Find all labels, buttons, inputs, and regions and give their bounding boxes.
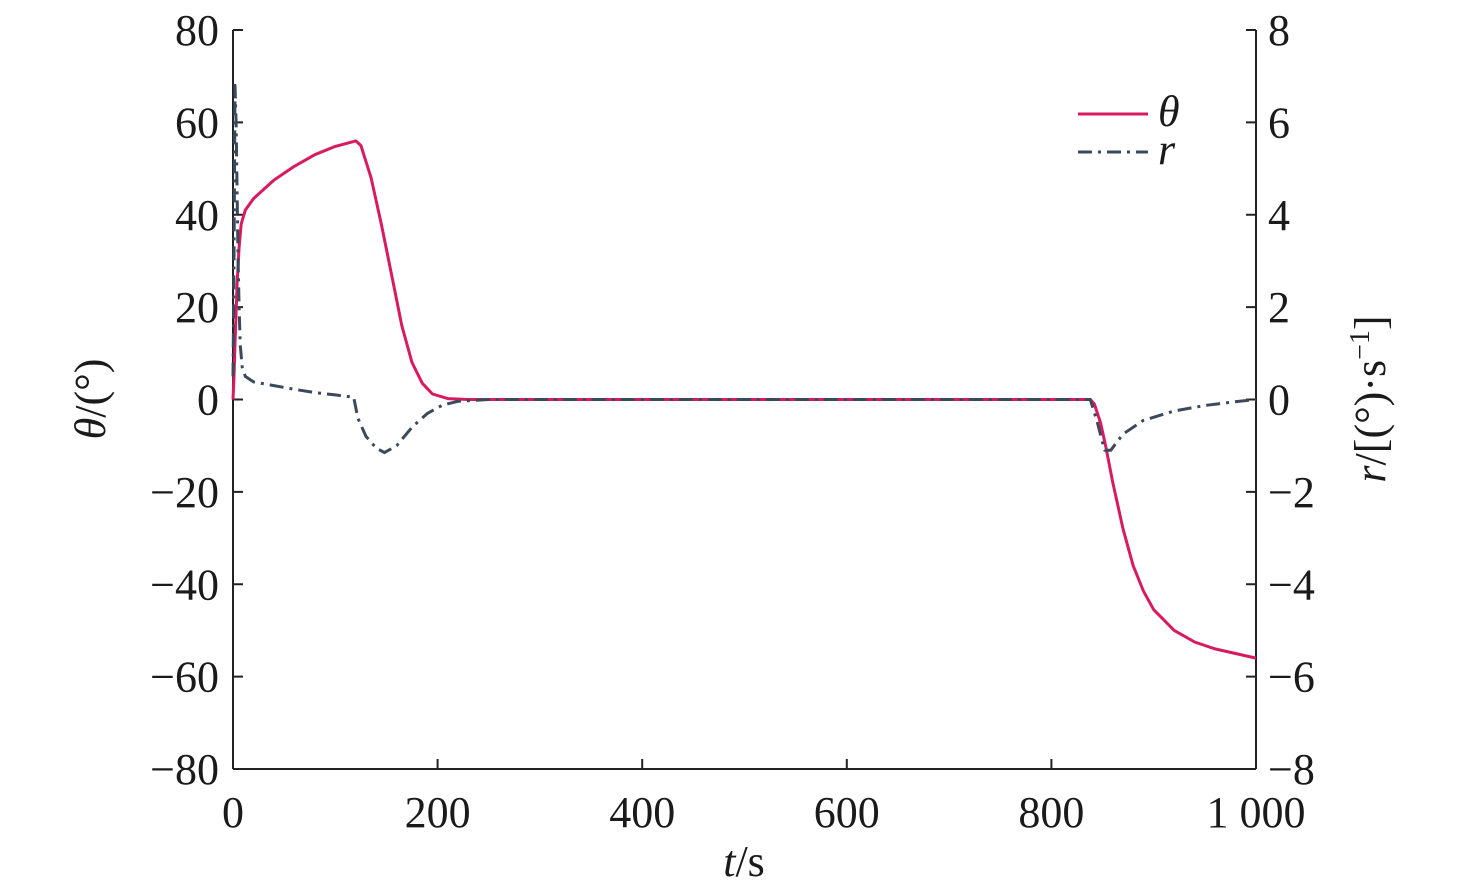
right-y-axis-var: r <box>1346 465 1395 483</box>
x-axis-unit: /s <box>735 837 764 886</box>
right-y-tick-label: −4 <box>1268 560 1315 609</box>
right-y-tick-label: −6 <box>1268 653 1315 702</box>
x-axis-var: t <box>723 837 737 886</box>
left-y-tick-label: −80 <box>150 745 219 794</box>
left-y-tick-label: −40 <box>150 560 219 609</box>
right-y-axis-unit-sup: −1 <box>1345 330 1376 360</box>
right-y-tick-label: 8 <box>1268 6 1290 55</box>
x-tick-label: 1 000 <box>1207 788 1306 837</box>
left-y-tick-label: 40 <box>175 191 219 240</box>
left-y-tick-label: 80 <box>175 6 219 55</box>
left-y-tick-label: 60 <box>175 98 219 147</box>
x-tick-label: 0 <box>222 788 244 837</box>
right-y-axis-unit-close: ] <box>1346 315 1395 330</box>
left-y-tick-label: −60 <box>150 653 219 702</box>
right-y-tick-label: −8 <box>1268 745 1315 794</box>
x-tick-label: 400 <box>609 788 675 837</box>
legend: θ r <box>1078 87 1180 174</box>
right-y-axis-ticks: −8 −6 −4 −2 0 2 4 6 8 <box>1246 6 1315 794</box>
x-axis-title: t/s <box>723 837 765 886</box>
right-y-axis-unit: /[(°)·s <box>1346 360 1395 466</box>
x-tick-label: 600 <box>814 788 880 837</box>
left-y-axis-title: θ/(°) <box>66 359 115 440</box>
left-y-tick-label: 20 <box>175 283 219 332</box>
left-y-axis-var: θ <box>66 418 115 440</box>
left-y-tick-label: 0 <box>197 376 219 425</box>
x-tick-label: 200 <box>405 788 471 837</box>
left-y-tick-label: −20 <box>150 468 219 517</box>
right-y-tick-label: 2 <box>1268 283 1290 332</box>
left-y-axis-ticks: −80 −60 −40 −20 0 20 40 60 80 <box>150 6 243 794</box>
legend-label-r: r <box>1158 125 1176 174</box>
right-y-tick-label: 0 <box>1268 376 1290 425</box>
legend-label-theta: θ <box>1158 87 1180 136</box>
right-y-axis-title: r/[(°)·s−1] <box>1345 315 1395 482</box>
series-layer <box>231 83 1257 660</box>
right-y-tick-label: −2 <box>1268 468 1315 517</box>
x-tick-label: 800 <box>1018 788 1084 837</box>
right-y-tick-label: 6 <box>1268 98 1290 147</box>
right-y-tick-label: 4 <box>1268 191 1290 240</box>
series-line-r <box>231 83 1257 455</box>
left-y-axis-unit: /(°) <box>66 359 115 418</box>
x-axis-ticks: 0 200 400 600 800 1 000 <box>222 759 1306 837</box>
series-line-theta <box>231 139 1257 660</box>
